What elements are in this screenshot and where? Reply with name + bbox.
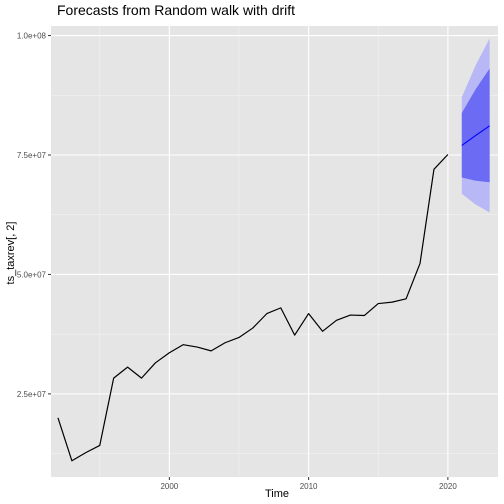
y-tick-label: 2.5e+07 xyxy=(17,390,47,399)
interval-80-band xyxy=(461,68,490,183)
series-line xyxy=(57,154,449,462)
y-tick-label: 1.0e+08 xyxy=(17,32,47,41)
y-tick-label: 7.5e+07 xyxy=(17,151,47,160)
x-tick-label: 2000 xyxy=(160,482,178,491)
series-lines xyxy=(57,125,490,462)
y-axis-title: ts_taxrev[, 2] xyxy=(5,222,17,285)
x-tick-label: 2010 xyxy=(300,482,318,491)
x-axis-title: Time xyxy=(265,488,289,500)
forecast-mean-line xyxy=(461,125,490,146)
y-tick-label: 5.0e+07 xyxy=(17,270,47,279)
grid-lines xyxy=(51,26,498,477)
plot-panel xyxy=(51,26,498,477)
chart-title: Forecasts from Random walk with drift xyxy=(57,2,295,18)
x-axis: 2000 2010 2020 xyxy=(160,477,457,491)
x-tick-label: 2020 xyxy=(439,482,457,491)
forecast-intervals xyxy=(461,38,490,213)
y-axis: 2.5e+07 5.0e+07 7.5e+07 1.0e+08 xyxy=(17,32,51,399)
